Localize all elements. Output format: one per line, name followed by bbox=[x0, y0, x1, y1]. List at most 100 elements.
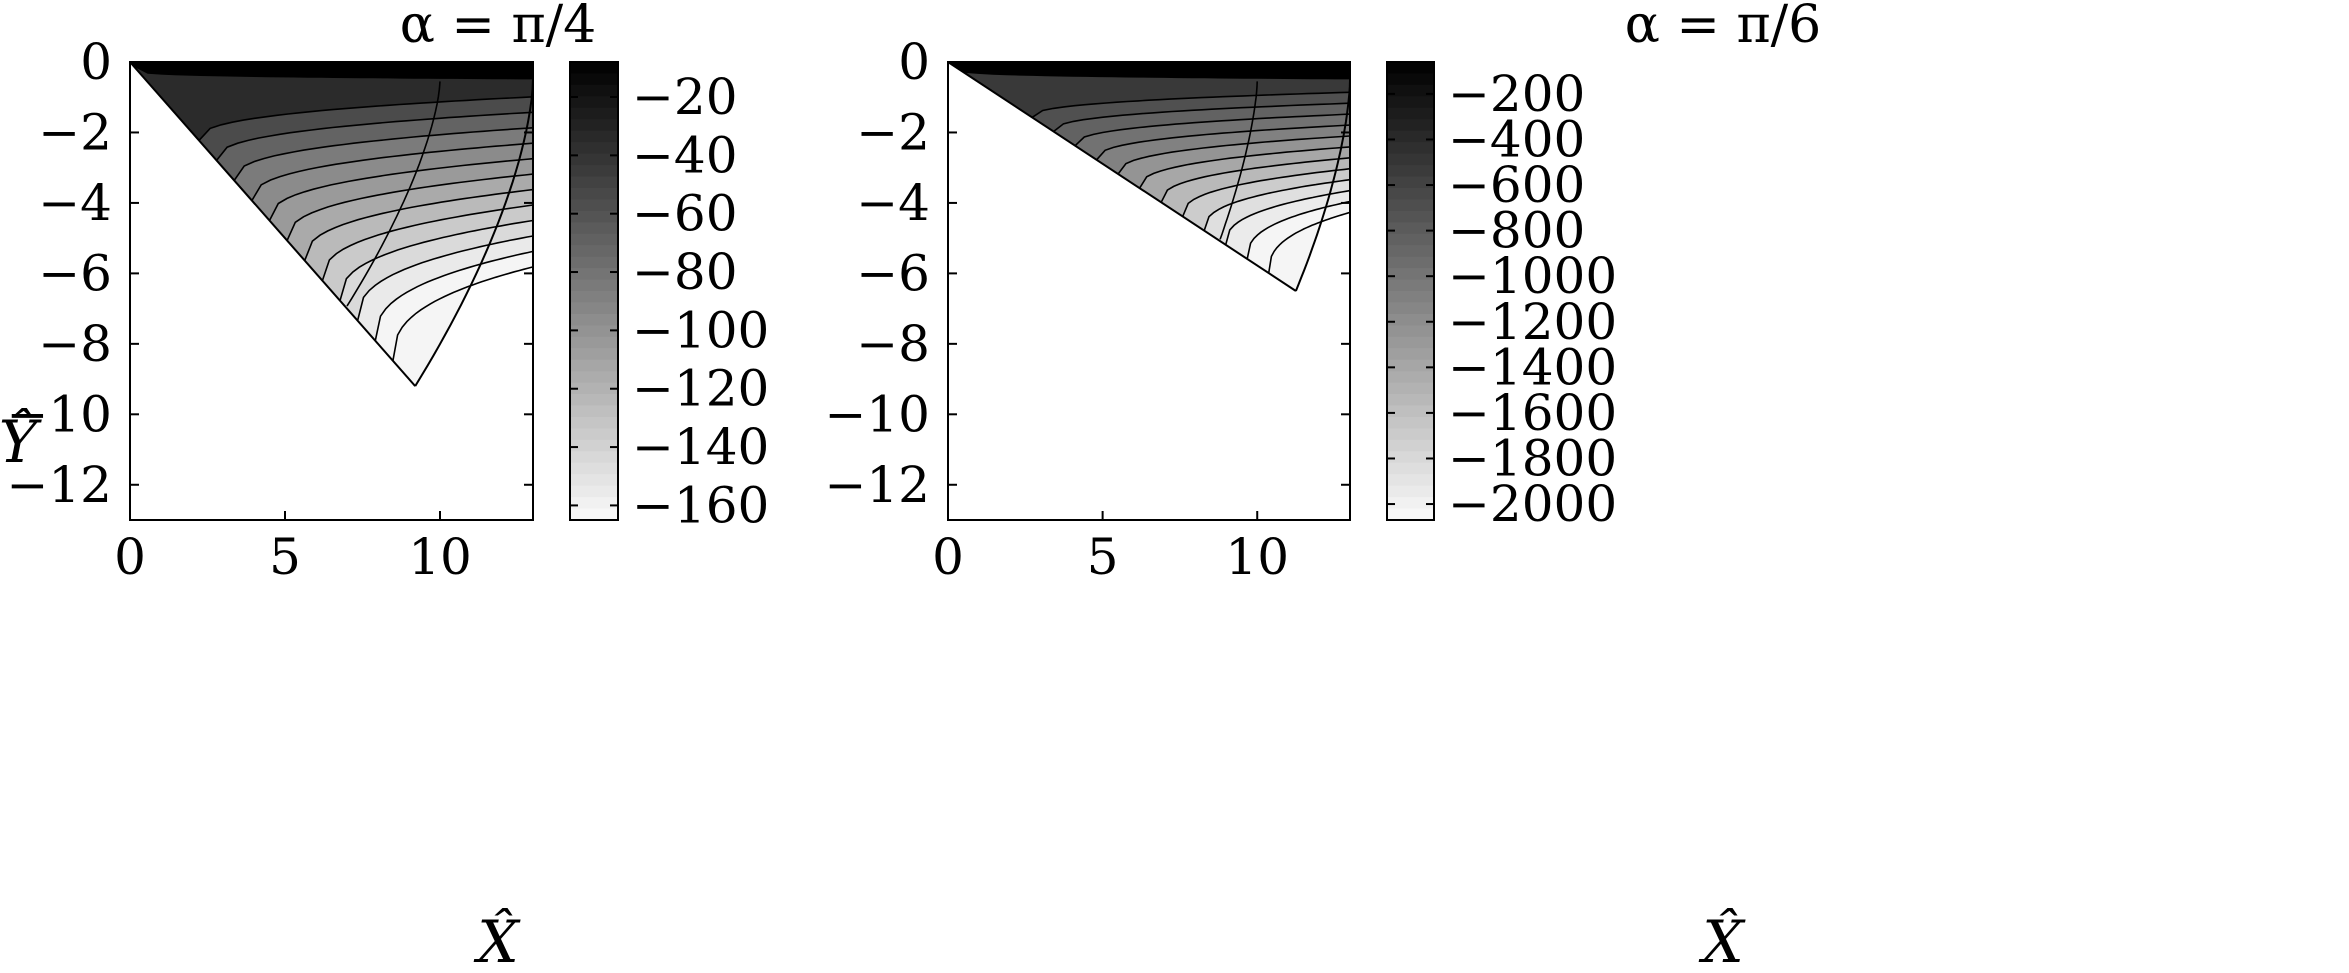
colorbar-step bbox=[1387, 416, 1434, 429]
contour-line bbox=[1203, 178, 1351, 231]
colorbar-tick-label: −60 bbox=[632, 185, 738, 243]
colorbar-step bbox=[570, 485, 618, 498]
contour-line bbox=[233, 127, 534, 181]
colorbar-tick-label: −40 bbox=[632, 126, 738, 184]
colorbar-step bbox=[570, 359, 618, 372]
colorbar-step bbox=[1387, 84, 1434, 97]
colorbar-step bbox=[1387, 405, 1434, 418]
colorbar-step bbox=[1387, 142, 1434, 155]
contour-line bbox=[1074, 113, 1351, 147]
colorbar-step bbox=[570, 474, 618, 487]
colorbar-step bbox=[1387, 279, 1434, 292]
contour-line bbox=[1160, 157, 1351, 203]
y-tick-label: −4 bbox=[856, 174, 930, 232]
y-tick-label: −12 bbox=[6, 456, 112, 514]
contour-line bbox=[1267, 211, 1351, 274]
contour-line bbox=[374, 250, 534, 341]
colorbar-step bbox=[570, 96, 618, 109]
colorbar-tick-label: −400 bbox=[1448, 110, 1585, 168]
x-tick-label: 10 bbox=[408, 528, 472, 586]
colorbar-step bbox=[1387, 302, 1434, 315]
colorbar-step bbox=[1387, 291, 1434, 304]
x-tick-label: 10 bbox=[1225, 528, 1289, 586]
colorbar-step bbox=[1387, 153, 1434, 166]
colorbar-step bbox=[1387, 348, 1434, 361]
y-tick-label: −6 bbox=[856, 244, 930, 302]
colorbar-step bbox=[570, 107, 618, 120]
colorbar-tick-label: −600 bbox=[1448, 156, 1585, 214]
colorbar-tick-label: −1200 bbox=[1448, 293, 1617, 351]
colorbar-step bbox=[1387, 107, 1434, 120]
colorbar-step bbox=[570, 256, 618, 269]
colorbar-step bbox=[1387, 96, 1434, 109]
y-tick-label: −8 bbox=[38, 315, 112, 373]
y-tick-label: −8 bbox=[856, 315, 930, 373]
contour-line bbox=[1096, 124, 1351, 161]
contour-line bbox=[198, 96, 534, 141]
colorbar-step bbox=[570, 73, 618, 86]
contour-line bbox=[1181, 167, 1351, 217]
colorbar-step bbox=[1387, 130, 1434, 143]
colorbar-step bbox=[1387, 359, 1434, 372]
colorbar-step bbox=[570, 222, 618, 235]
colorbar-step bbox=[570, 142, 618, 155]
colorbar-tick-label: −1000 bbox=[1448, 247, 1617, 305]
x-tick-label: 5 bbox=[1087, 528, 1119, 586]
contour-line bbox=[356, 235, 534, 321]
plot-frame bbox=[947, 61, 1351, 521]
colorbar-tick-label: −200 bbox=[1448, 65, 1585, 123]
colorbar-step bbox=[1387, 268, 1434, 281]
colorbar-tick-label: −100 bbox=[632, 301, 769, 359]
colorbar-step bbox=[1387, 485, 1434, 498]
y-tick-label: −2 bbox=[38, 103, 112, 161]
colorbar-step bbox=[1387, 73, 1434, 86]
heatmap-band bbox=[130, 62, 533, 80]
colorbar-frame bbox=[1386, 61, 1435, 521]
colorbar-step bbox=[1387, 119, 1434, 132]
colorbar-step bbox=[570, 62, 618, 75]
cross-curve bbox=[1219, 81, 1258, 240]
colorbar-tick-label: −800 bbox=[1448, 202, 1585, 260]
x-tick-label: 5 bbox=[269, 528, 301, 586]
colorbar-step bbox=[570, 348, 618, 361]
colorbar-step bbox=[570, 233, 618, 246]
colorbar-step bbox=[570, 153, 618, 166]
colorbar-step bbox=[1387, 325, 1434, 338]
contour-line bbox=[268, 157, 534, 221]
y-tick-label: −6 bbox=[38, 244, 112, 302]
colorbar-step bbox=[1387, 199, 1434, 212]
colorbar-step bbox=[1387, 62, 1434, 75]
panel-right: α = π/6 0−2−4−6−8−10−120 5 10−200−400−600−… bbox=[824, 0, 1821, 586]
colorbar-step bbox=[1387, 474, 1434, 487]
colorbar-step bbox=[570, 291, 618, 304]
colorbar-step bbox=[570, 497, 618, 510]
contour-line bbox=[1246, 200, 1351, 260]
colorbar-tick-label: −140 bbox=[632, 418, 769, 476]
colorbar-tick-label: −1600 bbox=[1448, 384, 1617, 442]
panel-left: α = π/4 0−2−4−6−8−10−120 5 10−20−40−60−80−… bbox=[6, 0, 769, 586]
colorbar-tick-label: −1800 bbox=[1448, 429, 1617, 487]
colorbar-step bbox=[570, 336, 618, 349]
colorbar-step bbox=[570, 508, 618, 521]
heatmap-band bbox=[948, 62, 1350, 80]
colorbar-step bbox=[1387, 382, 1434, 395]
colorbar-step bbox=[1387, 439, 1434, 452]
colorbar-step bbox=[1387, 428, 1434, 441]
colorbar-step bbox=[1387, 371, 1434, 384]
colorbar-step bbox=[570, 394, 618, 407]
colorbar-step bbox=[1387, 394, 1434, 407]
colorbar-step bbox=[1387, 165, 1434, 178]
contour-line bbox=[1031, 91, 1351, 119]
colorbar-step bbox=[1387, 256, 1434, 269]
colorbar-step bbox=[570, 176, 618, 189]
contour-line bbox=[215, 111, 534, 161]
heatmap-band bbox=[130, 62, 533, 141]
colorbar-step bbox=[1387, 336, 1434, 349]
x-tick-label: 0 bbox=[114, 528, 146, 586]
colorbar-step bbox=[570, 84, 618, 97]
contour-line bbox=[286, 173, 534, 241]
colorbar-tick-label: −1400 bbox=[1448, 338, 1617, 396]
colorbar-step bbox=[570, 279, 618, 292]
colorbar-step bbox=[570, 199, 618, 212]
